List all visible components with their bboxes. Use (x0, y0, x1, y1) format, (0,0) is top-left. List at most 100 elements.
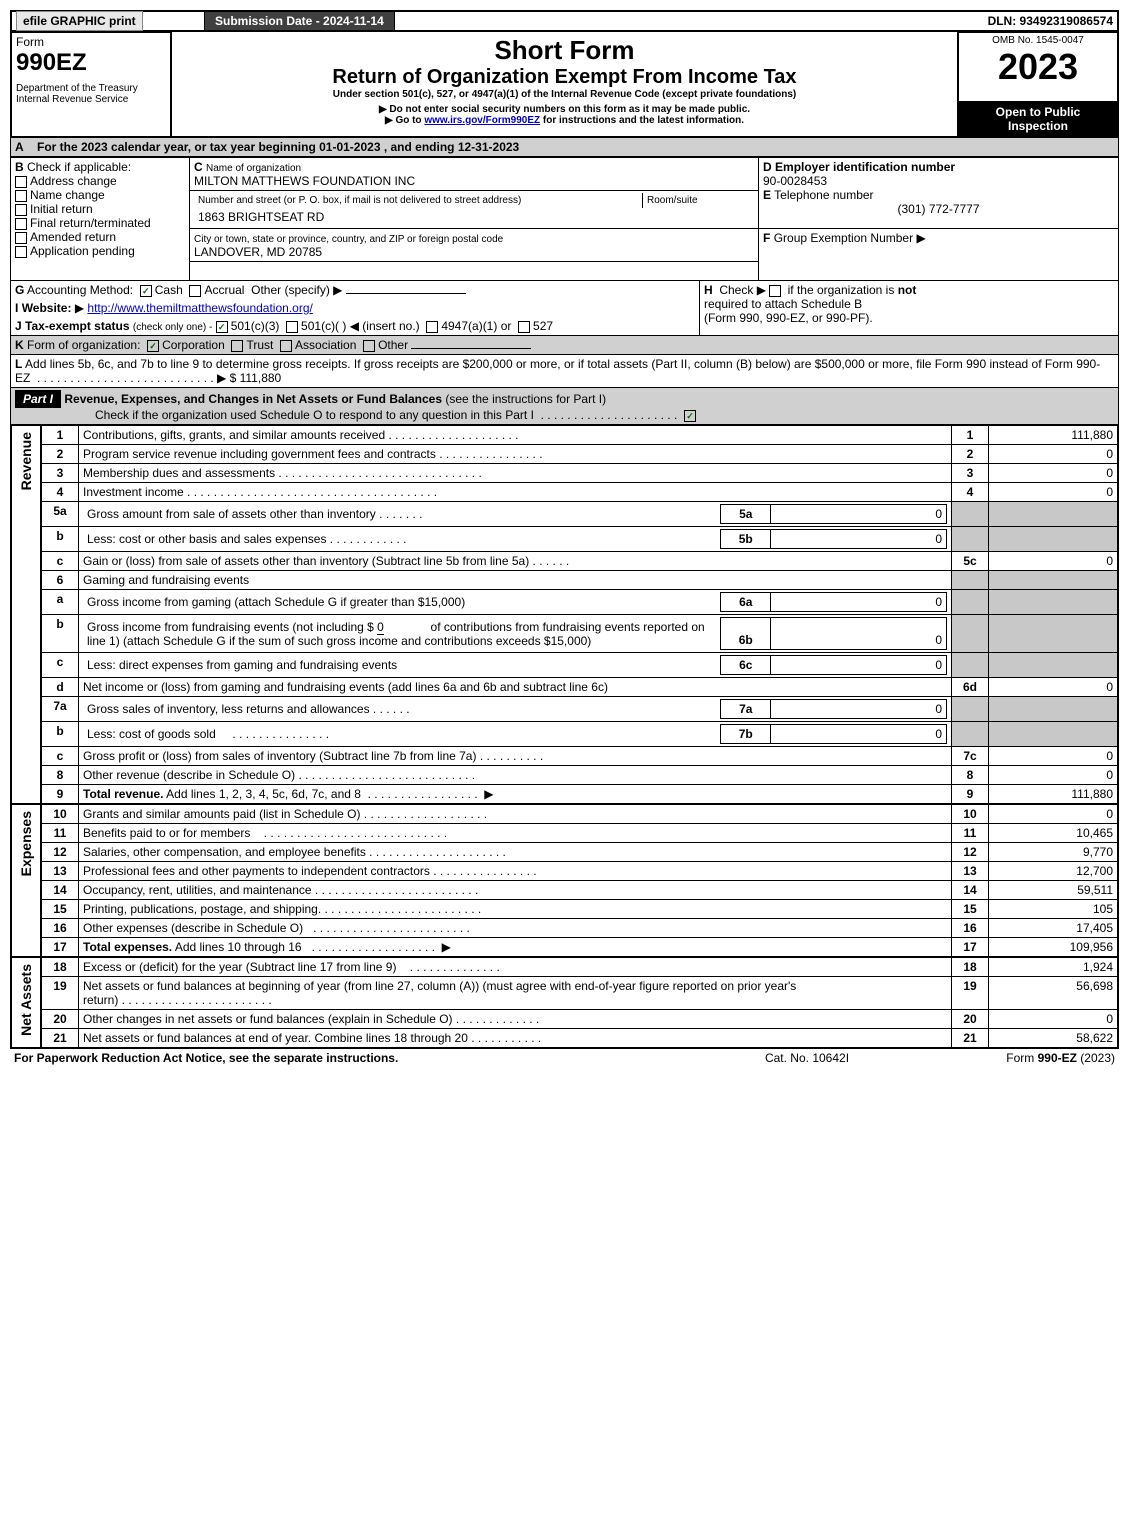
checkbox-other-org[interactable] (363, 340, 375, 352)
checkbox-501c[interactable] (286, 321, 298, 333)
line13-num: 13 (41, 862, 79, 881)
checkbox-corp[interactable] (147, 340, 159, 352)
label-f: F (763, 231, 770, 245)
line12-amt: 9,770 (989, 843, 1119, 862)
phone-value: (301) 772-7777 (763, 202, 1114, 216)
line5c-rnum: 5c (952, 552, 989, 571)
checkbox-final-return[interactable] (15, 218, 27, 230)
checkbox-assoc[interactable] (280, 340, 292, 352)
line6b-zero: 0 (377, 620, 384, 635)
website-link[interactable]: http://www.themiltmatthewsfoundation.org… (87, 301, 312, 315)
line20-rnum: 20 (952, 1010, 989, 1029)
form-header: Form 990EZ Department of the Treasury In… (10, 32, 1119, 138)
opt-accrual: Accrual (204, 283, 244, 297)
label-c: C (194, 160, 203, 174)
arrow-icon: ▶ (916, 231, 925, 245)
line5b-text: Less: cost or other basis and sales expe… (79, 527, 952, 552)
line8-text: Other revenue (describe in Schedule O) .… (79, 766, 952, 785)
line17-text: Total expenses. Add lines 10 through 16 … (79, 938, 952, 958)
checkbox-schedule-o[interactable] (684, 410, 696, 422)
line10-rnum: 10 (952, 804, 989, 824)
opt-final-return: Final return/terminated (30, 216, 151, 230)
checkbox-501c3[interactable] (216, 321, 228, 333)
line5b-num: b (41, 527, 79, 552)
line10-text: Grants and similar amounts paid (list in… (79, 804, 952, 824)
opt-other-specify: Other (specify) (251, 283, 330, 297)
checkbox-4947[interactable] (426, 321, 438, 333)
label-i: I (15, 301, 18, 315)
line15-amt: 105 (989, 900, 1119, 919)
line4-rnum: 4 (952, 483, 989, 502)
line14-text: Occupancy, rent, utilities, and maintena… (79, 881, 952, 900)
line7c-rnum: 7c (952, 747, 989, 766)
paperwork-notice: For Paperwork Reduction Act Notice, see … (10, 1049, 703, 1067)
form-of-org: Form of organization: (27, 338, 140, 352)
line4-text: Investment income . . . . . . . . . . . … (79, 483, 952, 502)
line15-text: Printing, publications, postage, and shi… (79, 900, 952, 919)
line7a-mid: 7a (721, 700, 771, 719)
checkbox-application-pending[interactable] (15, 246, 27, 258)
line13-rnum: 13 (952, 862, 989, 881)
checkbox-amended[interactable] (15, 232, 27, 244)
checkbox-527[interactable] (518, 321, 530, 333)
line12-num: 12 (41, 843, 79, 862)
checkbox-trust[interactable] (231, 340, 243, 352)
opt-501c: 501(c)( ) (301, 319, 346, 333)
irs-link[interactable]: www.irs.gov/Form990EZ (424, 115, 540, 126)
line8-rnum: 8 (952, 766, 989, 785)
opt-assoc: Association (295, 338, 356, 352)
line17-num: 17 (41, 938, 79, 958)
tax-year: 2023 (963, 46, 1113, 88)
accounting-method: Accounting Method: (27, 283, 133, 297)
line9-amt: 111,880 (989, 785, 1119, 805)
h-form990: (Form 990, 990-EZ, or 990-PF). (704, 311, 873, 325)
omb-number: OMB No. 1545-0047 (963, 35, 1113, 46)
label-j: J (15, 319, 22, 333)
line4-num: 4 (41, 483, 79, 502)
tax-exempt-status: Tax-exempt status (25, 319, 129, 333)
section-a: A For the 2023 calendar year, or tax yea… (10, 138, 1119, 157)
checkbox-address-change[interactable] (15, 176, 27, 188)
line6d-text: Net income or (loss) from gaming and fun… (79, 678, 952, 697)
other-specify-input[interactable] (346, 293, 466, 294)
part1-header: Part I Revenue, Expenses, and Changes in… (10, 388, 1119, 425)
line8-num: 8 (41, 766, 79, 785)
line17-rnum: 17 (952, 938, 989, 958)
other-org-input[interactable] (411, 348, 531, 349)
label-b: B (15, 160, 24, 174)
check-if-applicable: Check if applicable: (27, 160, 131, 174)
org-info-block: B Check if applicable: Address change Na… (10, 157, 1119, 281)
line11-amt: 10,465 (989, 824, 1119, 843)
h-sched-b: required to attach Schedule B (704, 297, 862, 311)
ein-label: Employer identification number (775, 160, 955, 174)
checkbox-name-change[interactable] (15, 190, 27, 202)
checkbox-accrual[interactable] (189, 285, 201, 297)
opt-name-change: Name change (30, 188, 105, 202)
line6-num: 6 (41, 571, 79, 590)
efile-print-button[interactable]: efile GRAPHIC print (16, 11, 143, 31)
line2-text: Program service revenue including govern… (79, 445, 952, 464)
line7b-mid: 7b (721, 725, 771, 744)
section-l: L Add lines 5b, 6c, and 7b to line 9 to … (10, 355, 1119, 388)
website-label: Website: (22, 301, 72, 315)
line5a-text: Gross amount from sale of assets other t… (79, 502, 952, 527)
line19-text: Net assets or fund balances at beginning… (79, 977, 952, 1010)
line7c-amt: 0 (989, 747, 1119, 766)
line6a-text: Gross income from gaming (attach Schedul… (79, 590, 952, 615)
label-l: L (15, 357, 22, 371)
checkbox-initial-return[interactable] (15, 204, 27, 216)
line9-rnum: 9 (952, 785, 989, 805)
line5c-amt: 0 (989, 552, 1119, 571)
line15-num: 15 (41, 900, 79, 919)
line3-num: 3 (41, 464, 79, 483)
line4-amt: 0 (989, 483, 1119, 502)
page-footer: For Paperwork Reduction Act Notice, see … (10, 1049, 1119, 1067)
revenue-section-label: Revenue (16, 428, 36, 494)
checkbox-schedule-b[interactable] (769, 285, 781, 297)
line11-num: 11 (41, 824, 79, 843)
h-not: not (898, 283, 917, 297)
line2-amt: 0 (989, 445, 1119, 464)
checkbox-cash[interactable] (140, 285, 152, 297)
line16-amt: 17,405 (989, 919, 1119, 938)
line12-text: Salaries, other compensation, and employ… (79, 843, 952, 862)
